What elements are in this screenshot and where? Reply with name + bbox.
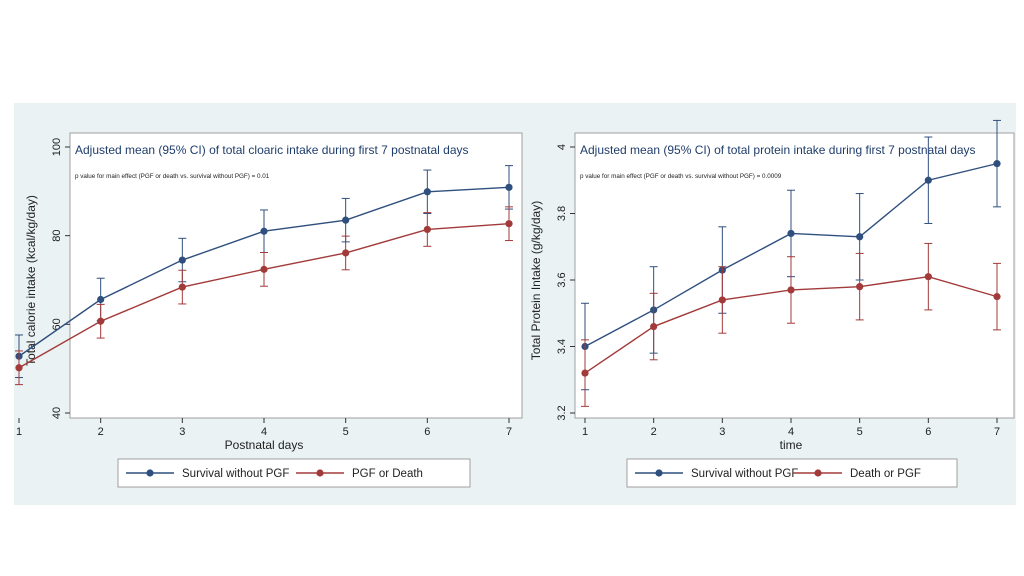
data-point bbox=[856, 233, 864, 241]
data-point bbox=[993, 160, 1001, 168]
series-0 bbox=[15, 165, 513, 379]
x-axis-label: Postnatal days bbox=[225, 438, 304, 452]
x-tick-label: 3 bbox=[179, 426, 185, 438]
calorie-chart: Adjusted mean (95% CI) of total cloaric … bbox=[15, 132, 523, 488]
y-axis-label: Total Protein Intake (g/kg/day) bbox=[529, 201, 543, 360]
legend: Survival without PGF PGF or Death bbox=[117, 458, 471, 488]
x-axis-label: time bbox=[780, 438, 803, 452]
y-tick-label: 4 bbox=[556, 144, 568, 150]
data-point bbox=[505, 220, 513, 228]
legend: Survival without PGF Death or PGF bbox=[626, 458, 958, 488]
legend-swatch-marker bbox=[316, 469, 324, 477]
x-tick-label: 5 bbox=[857, 426, 863, 438]
y-tick-label: 3.6 bbox=[556, 272, 568, 287]
legend-swatch-marker bbox=[655, 469, 663, 477]
chart-subtitle: p value for main effect (PGF or death vs… bbox=[580, 173, 782, 180]
legend-swatch-marker bbox=[814, 469, 822, 477]
y-tick-label: 40 bbox=[51, 407, 63, 419]
plot-area bbox=[69, 132, 523, 419]
x-tick-label: 2 bbox=[651, 426, 657, 438]
data-point bbox=[97, 295, 105, 304]
legend-box bbox=[117, 458, 471, 488]
data-point bbox=[423, 188, 431, 196]
x-tick-label: 6 bbox=[424, 426, 430, 438]
data-point bbox=[423, 225, 431, 234]
series-1 bbox=[15, 206, 513, 386]
data-point bbox=[260, 265, 268, 273]
data-point bbox=[260, 227, 268, 235]
legend-label: Death or PGF bbox=[850, 468, 921, 480]
data-point bbox=[856, 283, 864, 291]
data-point bbox=[342, 249, 350, 257]
y-tick-label: 60 bbox=[51, 318, 63, 330]
x-tick-label: 4 bbox=[261, 426, 267, 438]
x-tick-label: 1 bbox=[582, 426, 588, 438]
x-tick-label: 3 bbox=[719, 426, 725, 438]
data-point bbox=[581, 369, 589, 377]
plot-area bbox=[574, 132, 1015, 419]
y-tick-label: 3.8 bbox=[556, 206, 568, 221]
x-tick-label: 2 bbox=[98, 426, 104, 438]
data-point bbox=[15, 364, 23, 372]
y-tick-label: 3.2 bbox=[556, 405, 568, 420]
chart-figure: Adjusted mean (95% CI) of total cloaric … bbox=[15, 119, 1015, 488]
data-point bbox=[178, 256, 186, 264]
data-point bbox=[505, 183, 513, 191]
data-point bbox=[993, 293, 1001, 301]
y-tick-label: 100 bbox=[51, 138, 63, 156]
x-tick-label: 1 bbox=[16, 426, 22, 438]
data-point bbox=[650, 322, 658, 331]
legend-swatch-marker bbox=[146, 469, 154, 477]
data-point bbox=[924, 273, 932, 281]
legend-label: Survival without PGF bbox=[691, 468, 798, 480]
y-tick-label: 80 bbox=[51, 230, 63, 242]
data-point bbox=[718, 296, 726, 304]
x-tick-label: 6 bbox=[925, 426, 931, 438]
data-point bbox=[924, 176, 932, 184]
chart-title: Adjusted mean (95% CI) of total protein … bbox=[580, 143, 976, 157]
data-point bbox=[787, 229, 795, 238]
x-tick-label: 4 bbox=[788, 426, 794, 438]
chart-subtitle: p value for main effect (PGF or death vs… bbox=[75, 173, 270, 180]
x-tick-label: 7 bbox=[506, 426, 512, 438]
legend-label: Survival without PGF bbox=[182, 468, 289, 480]
protein-chart: Adjusted mean (95% CI) of total protein … bbox=[529, 119, 1015, 488]
figure-panel: Adjusted mean (95% CI) of total cloaric … bbox=[14, 103, 1016, 505]
y-axis-label: Total calorie intake (kcal/kg/day) bbox=[24, 195, 38, 366]
data-point bbox=[97, 317, 105, 325]
chart-title: Adjusted mean (95% CI) of total cloaric … bbox=[75, 143, 469, 157]
y-tick-label: 3.4 bbox=[556, 339, 568, 354]
data-point bbox=[787, 286, 795, 294]
data-point bbox=[342, 216, 350, 224]
legend-label: PGF or Death bbox=[352, 468, 423, 480]
series-1 bbox=[581, 242, 1001, 407]
data-point bbox=[178, 283, 186, 291]
x-tick-label: 5 bbox=[343, 426, 349, 438]
x-tick-label: 7 bbox=[994, 426, 1000, 438]
